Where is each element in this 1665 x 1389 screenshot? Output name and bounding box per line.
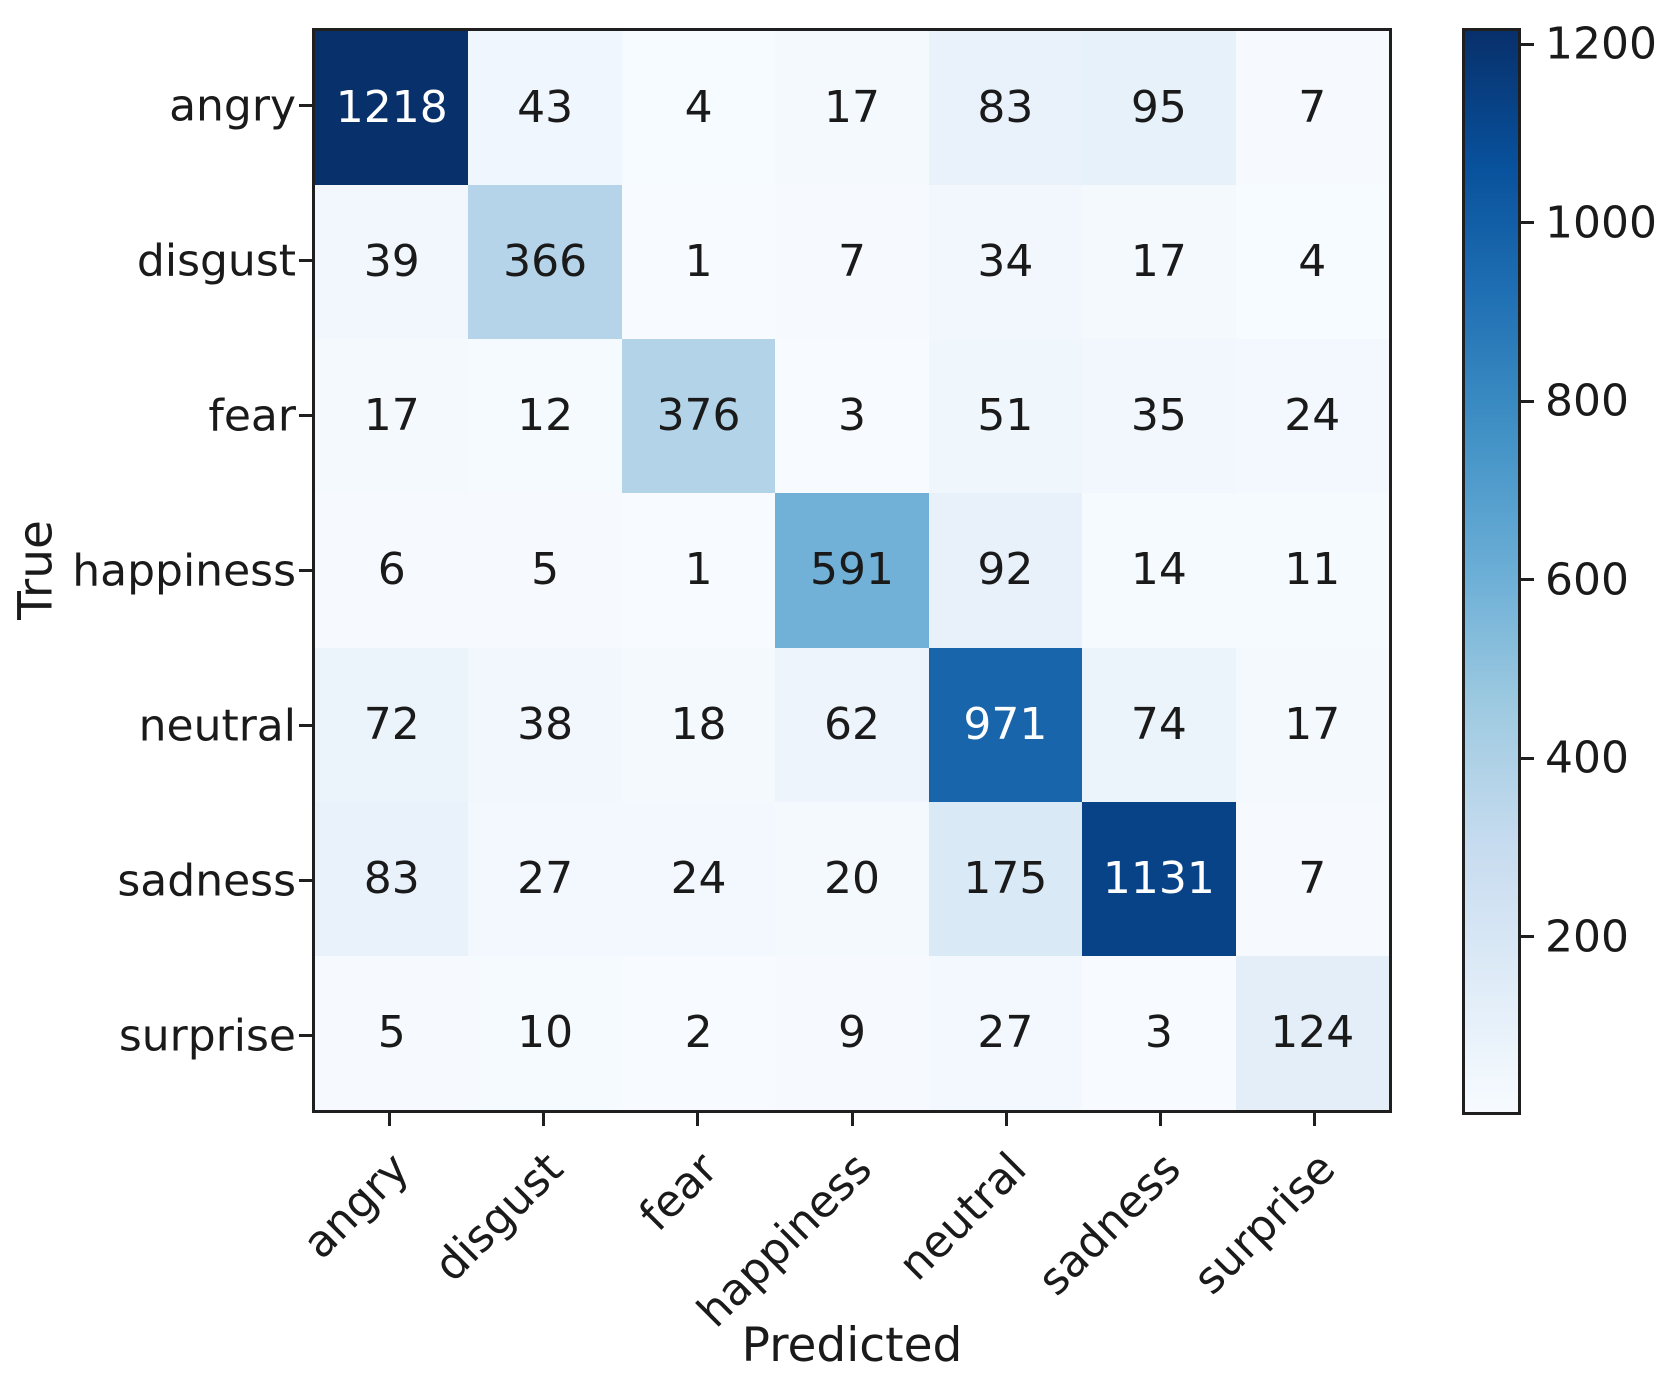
- colorbar-tick-mark: [1521, 42, 1534, 46]
- x-tick-label: neutral: [889, 1143, 1037, 1291]
- x-tick-label: fear: [629, 1143, 728, 1242]
- heatmap-cell: 3: [775, 339, 929, 494]
- y-axis-label: True: [8, 520, 64, 620]
- heatmap-cell: 74: [1082, 647, 1236, 802]
- colorbar-tick-mark: [1521, 221, 1534, 225]
- y-tick-label: angry: [169, 80, 296, 131]
- heatmap-cell: 12: [468, 339, 622, 494]
- heatmap-cell: 24: [1235, 339, 1389, 494]
- x-tick-mark: [850, 1113, 854, 1126]
- heatmap-cell: 27: [468, 801, 622, 956]
- y-tick-label: disgust: [136, 235, 296, 286]
- heatmap-cell: 1: [621, 185, 776, 340]
- heatmap-cell: 62: [775, 647, 929, 802]
- heatmap-cell: 1131: [1082, 801, 1236, 956]
- y-tick-label: neutral: [138, 700, 296, 751]
- colorbar-tick-label: 800: [1545, 375, 1629, 427]
- y-tick-label: fear: [208, 390, 296, 441]
- x-tick-mark: [387, 1113, 391, 1126]
- heatmap-cell: 9: [775, 955, 929, 1110]
- heatmap-cell: 72: [315, 647, 469, 802]
- heatmap-cell: 5: [468, 493, 622, 648]
- y-tick-mark: [299, 879, 312, 882]
- heatmap-cell: 17: [315, 339, 469, 494]
- heatmap-cell: 83: [928, 31, 1083, 186]
- heatmap-cell: 10: [468, 955, 622, 1110]
- heatmap-cell: 591: [775, 493, 929, 648]
- x-tick-mark: [1004, 1113, 1008, 1126]
- y-tick-mark: [299, 1034, 312, 1037]
- heatmap-cell: 95: [1082, 31, 1236, 186]
- heatmap-cell: 1218: [315, 31, 469, 186]
- x-tick-label: angry: [293, 1143, 420, 1269]
- colorbar-tick-label: 600: [1545, 554, 1629, 606]
- x-tick-mark: [696, 1113, 700, 1126]
- heatmap-cell: 27: [928, 955, 1083, 1110]
- heatmap-cell: 4: [1235, 185, 1389, 340]
- colorbar-tick-label: 1200: [1545, 18, 1657, 70]
- heatmap-cell: 17: [1235, 647, 1389, 802]
- heatmap-cell: 92: [928, 493, 1083, 648]
- heatmap-cell: 124: [1235, 955, 1389, 1110]
- heatmap-cell: 2: [621, 955, 776, 1110]
- heatmap-cell: 5: [315, 955, 469, 1110]
- heatmap-cell: 3: [1082, 955, 1236, 1110]
- heatmap-plot-area: 1218 43 4 17 83 95 7 39 366 1 7 34 17 4 17 12 376 3 51 35 24…: [312, 28, 1392, 1113]
- heatmap-cell: 7: [1235, 801, 1389, 956]
- x-axis-label: Predicted: [741, 1318, 963, 1373]
- heatmap-cell: 1: [621, 493, 776, 648]
- x-tick-label: sadness: [1028, 1143, 1191, 1306]
- heatmap-cell: 14: [1082, 493, 1236, 648]
- y-tick-mark: [299, 569, 312, 572]
- heatmap-cell: 83: [315, 801, 469, 956]
- heatmap-cell: 6: [315, 493, 469, 648]
- colorbar-tick-mark: [1521, 756, 1534, 760]
- x-tick-label: disgust: [424, 1143, 574, 1292]
- colorbar-tick-label: 200: [1545, 911, 1629, 962]
- y-tick-label: surprise: [118, 1010, 296, 1061]
- heatmap-cell: 18: [621, 647, 776, 802]
- heatmap-cell: 43: [468, 31, 622, 186]
- y-tick-mark: [299, 724, 312, 727]
- heatmap-cell: 376: [621, 339, 776, 494]
- heatmap-cell: 20: [775, 801, 929, 956]
- x-tick-mark: [1159, 1113, 1163, 1126]
- y-tick-label: sadness: [117, 855, 296, 906]
- colorbar-tick-mark: [1521, 578, 1534, 582]
- heatmap-cell: 7: [775, 185, 929, 340]
- colorbar-tick-label: 1000: [1545, 197, 1657, 249]
- heatmap-cell: 24: [621, 801, 776, 956]
- y-tick-mark: [299, 104, 312, 107]
- y-tick-mark: [299, 414, 312, 417]
- x-tick-label: surprise: [1183, 1143, 1345, 1305]
- colorbar-tick-label: 400: [1545, 732, 1629, 784]
- y-tick-mark: [299, 259, 312, 262]
- y-tick-label: happiness: [72, 545, 296, 596]
- heatmap-cell: 35: [1082, 339, 1236, 494]
- heatmap-cell: 4: [621, 31, 776, 186]
- colorbar: [1462, 28, 1521, 1115]
- heatmap-cell: 11: [1235, 493, 1389, 648]
- x-tick-mark: [1313, 1113, 1317, 1126]
- heatmap-cell: 175: [928, 801, 1083, 956]
- x-tick-mark: [541, 1113, 545, 1126]
- heatmap-cell: 17: [1082, 185, 1236, 340]
- heatmap-cell: 366: [468, 185, 622, 340]
- heatmap-cell: 17: [775, 31, 929, 186]
- heatmap-cell: 39: [315, 185, 469, 340]
- colorbar-tick-mark: [1521, 935, 1534, 938]
- heatmap-cell: 34: [928, 185, 1083, 340]
- heatmap-cell: 7: [1235, 31, 1389, 186]
- heatmap-cell: 971: [928, 647, 1083, 802]
- colorbar-tick-mark: [1521, 399, 1534, 403]
- heatmap-cell: 38: [468, 647, 622, 802]
- heatmap-cell: 51: [928, 339, 1083, 494]
